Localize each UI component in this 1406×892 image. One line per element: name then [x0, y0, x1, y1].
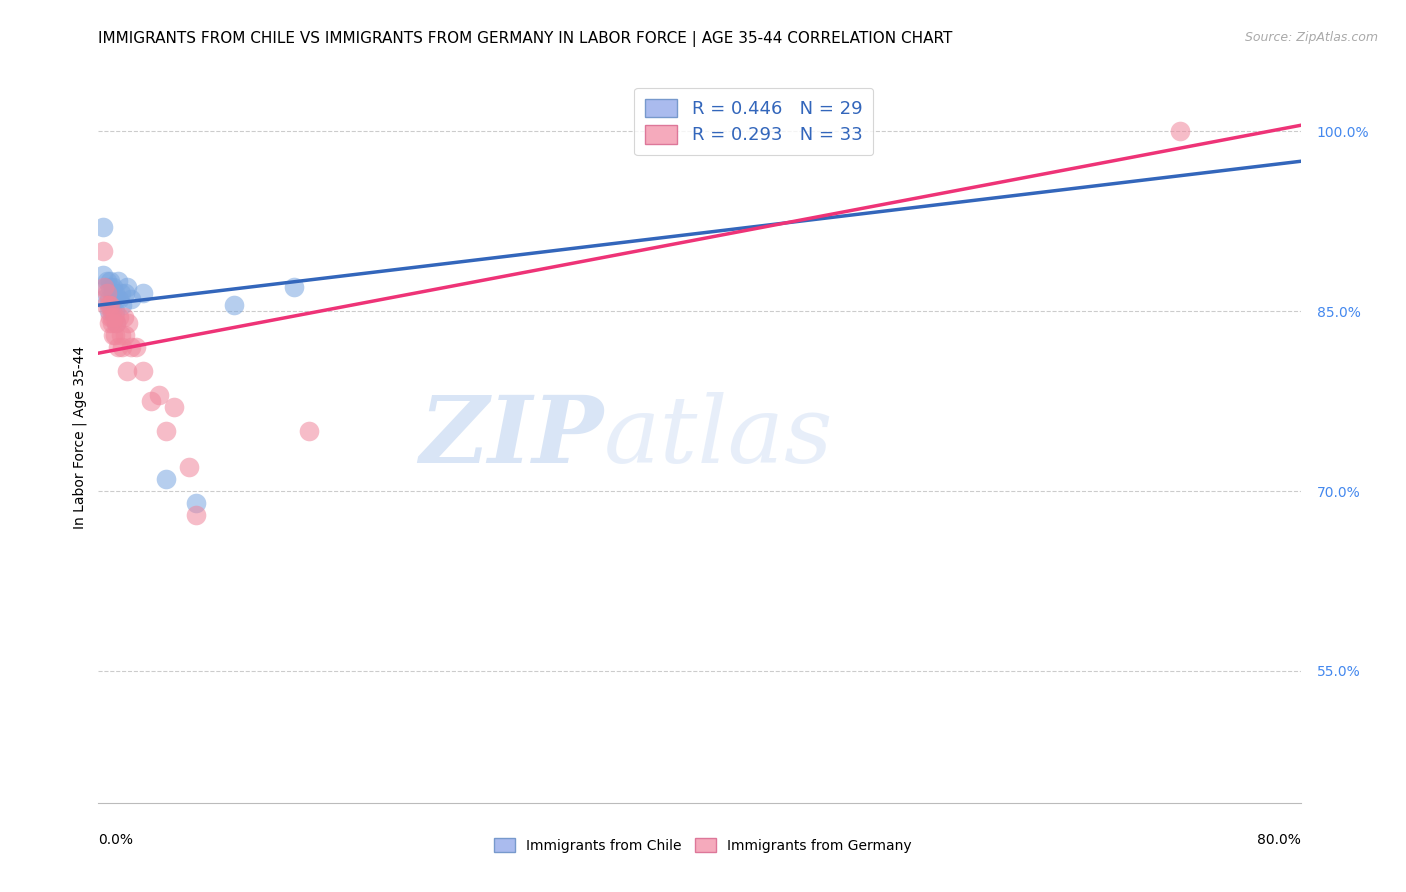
Legend: R = 0.446   N = 29, R = 0.293   N = 33: R = 0.446 N = 29, R = 0.293 N = 33: [634, 87, 873, 155]
Text: ZIP: ZIP: [419, 392, 603, 482]
Point: [101, 304, 124, 318]
Point: [121, 340, 143, 354]
Point: [108, 310, 131, 325]
Text: atlas: atlas: [603, 392, 832, 482]
Point: [107, 340, 129, 354]
Point: [103, 280, 125, 294]
Point: [162, 400, 184, 414]
Point: [100, 310, 122, 325]
Point: [298, 424, 321, 438]
Point: [184, 496, 207, 510]
Point: [105, 292, 128, 306]
Point: [105, 316, 128, 330]
Point: [97, 298, 120, 312]
Point: [155, 472, 177, 486]
Point: [93, 280, 115, 294]
Point: [114, 286, 136, 301]
Point: [103, 292, 125, 306]
Point: [100, 298, 122, 312]
Y-axis label: In Labor Force | Age 35-44: In Labor Force | Age 35-44: [73, 345, 87, 529]
Point: [96, 286, 118, 301]
Point: [111, 298, 134, 312]
Text: Source: ZipAtlas.com: Source: ZipAtlas.com: [1244, 31, 1378, 45]
Point: [105, 316, 128, 330]
Point: [100, 280, 122, 294]
Text: IMMIGRANTS FROM CHILE VS IMMIGRANTS FROM GERMANY IN LABOR FORCE | AGE 35-44 CORR: IMMIGRANTS FROM CHILE VS IMMIGRANTS FROM…: [98, 31, 953, 47]
Point: [104, 310, 127, 325]
Text: 0.0%: 0.0%: [98, 833, 134, 847]
Point: [91, 268, 114, 283]
Point: [114, 328, 136, 343]
Point: [1170, 124, 1192, 138]
Point: [108, 292, 131, 306]
Point: [115, 364, 138, 378]
Point: [110, 286, 132, 301]
Point: [101, 310, 124, 325]
Point: [283, 280, 305, 294]
Point: [148, 388, 170, 402]
Legend: Immigrants from Chile, Immigrants from Germany: Immigrants from Chile, Immigrants from G…: [488, 832, 918, 858]
Point: [96, 274, 118, 288]
Point: [100, 274, 122, 288]
Point: [155, 424, 177, 438]
Point: [117, 316, 139, 330]
Point: [112, 310, 135, 325]
Point: [104, 304, 127, 318]
Point: [184, 508, 207, 522]
Point: [91, 244, 114, 259]
Point: [111, 340, 134, 354]
Point: [107, 274, 129, 288]
Point: [115, 280, 138, 294]
Point: [97, 304, 120, 318]
Point: [132, 286, 155, 301]
Point: [104, 328, 127, 343]
Point: [121, 292, 143, 306]
Point: [103, 328, 125, 343]
Point: [97, 316, 120, 330]
Point: [125, 340, 148, 354]
Point: [93, 292, 115, 306]
Point: [139, 394, 162, 409]
Point: [101, 316, 124, 330]
Point: [177, 460, 200, 475]
Point: [101, 292, 124, 306]
Text: 80.0%: 80.0%: [1257, 833, 1301, 847]
Point: [104, 286, 127, 301]
Point: [94, 298, 117, 312]
Point: [132, 364, 155, 378]
Point: [222, 298, 245, 312]
Point: [97, 292, 120, 306]
Point: [94, 280, 117, 294]
Point: [110, 328, 132, 343]
Point: [91, 220, 114, 235]
